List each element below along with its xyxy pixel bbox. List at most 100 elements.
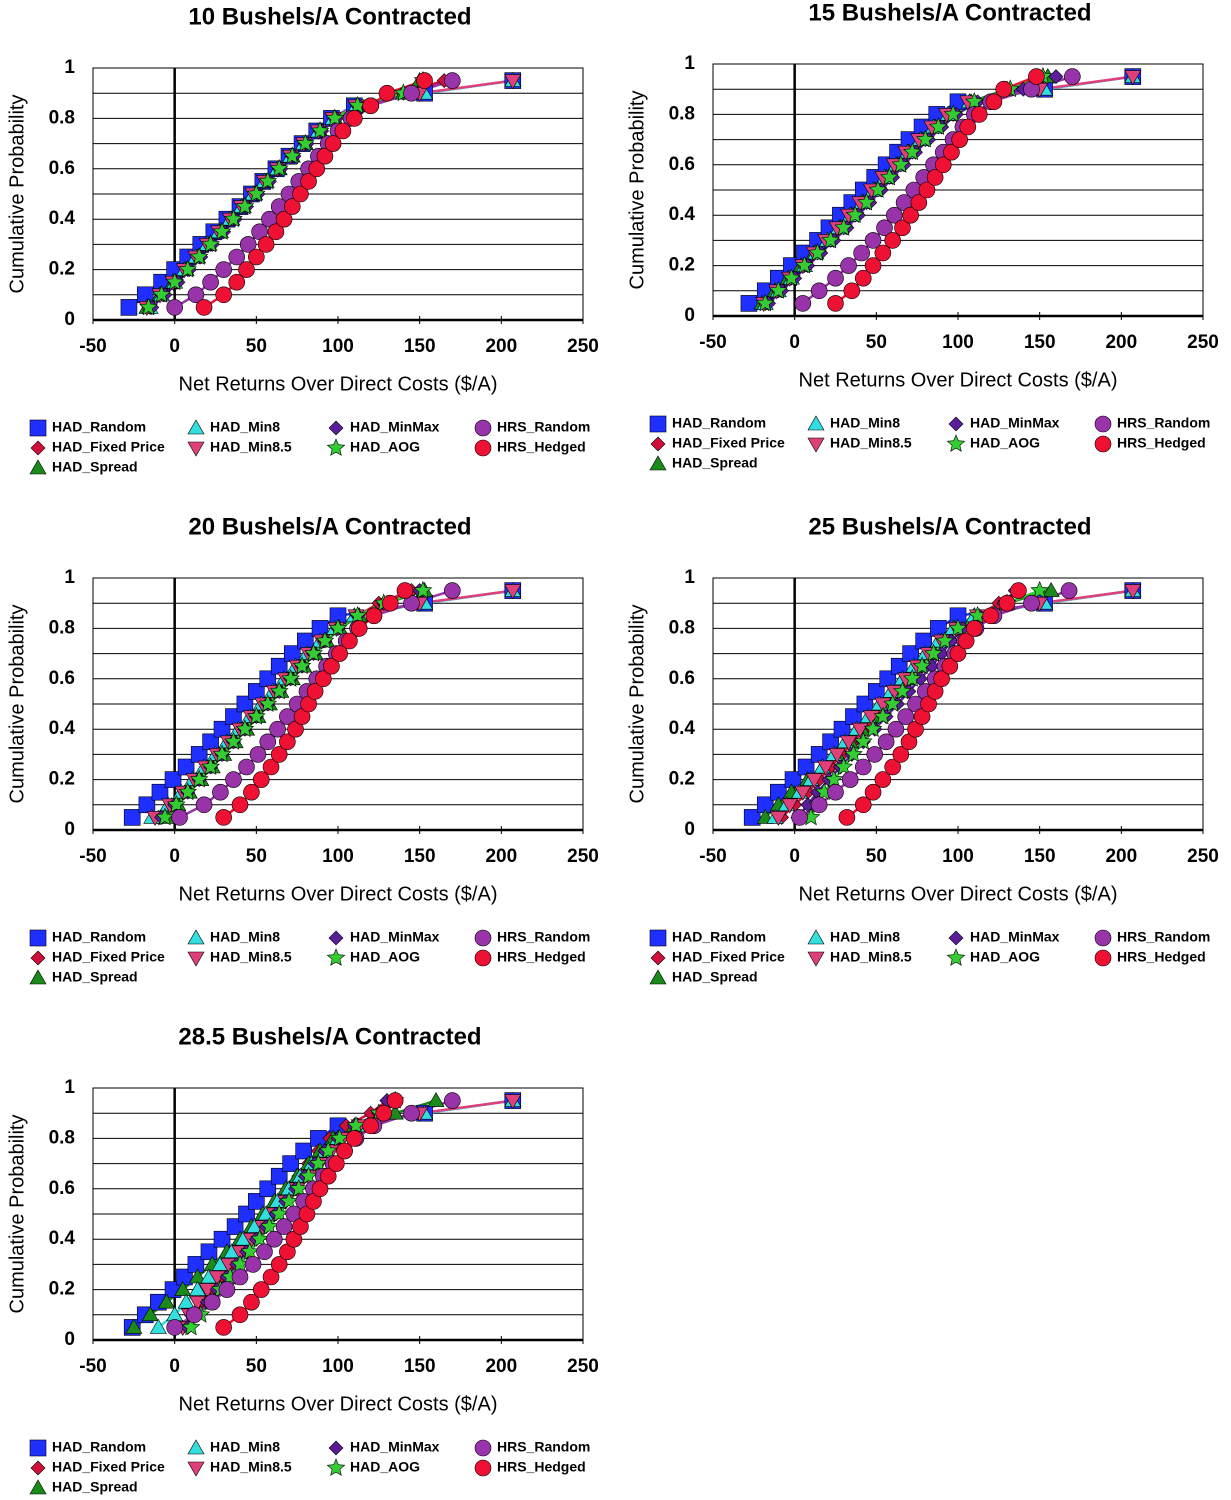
marker bbox=[943, 104, 963, 123]
marker bbox=[218, 1281, 236, 1298]
y-axis-label: Cumulative Probability bbox=[6, 1115, 28, 1314]
x-tick-label: 100 bbox=[942, 332, 974, 353]
marker bbox=[915, 632, 933, 650]
marker bbox=[504, 74, 522, 90]
marker bbox=[228, 273, 246, 291]
y-tick-label: 0.8 bbox=[49, 617, 75, 638]
x-tick-label: -50 bbox=[79, 846, 106, 867]
legend-label: HRS_Hedged bbox=[497, 949, 586, 965]
marker bbox=[275, 210, 293, 228]
marker bbox=[864, 232, 882, 249]
marker bbox=[262, 1268, 280, 1286]
marker bbox=[887, 720, 905, 738]
marker bbox=[948, 930, 964, 946]
marker bbox=[178, 259, 198, 278]
legend-label: HAD_MinMax bbox=[350, 929, 440, 945]
marker bbox=[269, 159, 289, 177]
marker bbox=[203, 1293, 221, 1311]
marker bbox=[866, 746, 883, 763]
marker bbox=[874, 771, 892, 788]
marker bbox=[224, 209, 243, 228]
x-tick-label: 50 bbox=[246, 846, 267, 867]
marker bbox=[238, 261, 255, 278]
marker bbox=[215, 1319, 232, 1336]
x-tick-label: 0 bbox=[169, 846, 180, 867]
marker bbox=[912, 656, 932, 675]
marker bbox=[769, 281, 788, 299]
chart-title: 28.5 Bushels/A Contracted bbox=[178, 1023, 481, 1050]
legend-label: HAD_Spread bbox=[52, 969, 138, 985]
marker bbox=[897, 708, 915, 725]
marker bbox=[289, 1179, 309, 1197]
marker bbox=[275, 1218, 293, 1235]
marker bbox=[215, 809, 232, 826]
marker bbox=[885, 206, 903, 224]
marker bbox=[951, 131, 968, 148]
marker bbox=[853, 244, 870, 262]
legend-label: HRS_Hedged bbox=[497, 1459, 586, 1475]
y-tick-label: 1 bbox=[684, 53, 695, 74]
marker bbox=[224, 732, 243, 750]
legend-label: HAD_Min8.5 bbox=[830, 435, 912, 451]
legend-label: HAD_Min8.5 bbox=[210, 439, 292, 455]
marker bbox=[1028, 68, 1045, 85]
marker bbox=[231, 796, 249, 814]
marker bbox=[845, 205, 865, 224]
marker bbox=[935, 631, 955, 649]
x-tick-label: 200 bbox=[1105, 846, 1137, 867]
marker bbox=[152, 285, 171, 303]
marker bbox=[362, 97, 379, 115]
marker bbox=[257, 236, 275, 253]
marker bbox=[141, 1306, 159, 1322]
marker bbox=[892, 746, 910, 763]
marker bbox=[326, 1458, 346, 1476]
marker bbox=[864, 257, 882, 274]
marker bbox=[877, 733, 895, 751]
marker bbox=[200, 1243, 218, 1261]
chart-title: 15 Bushels/A Contracted bbox=[808, 0, 1091, 26]
marker bbox=[985, 93, 1003, 111]
marker bbox=[807, 951, 825, 967]
y-tick-label: 0.6 bbox=[669, 154, 695, 175]
marker bbox=[902, 206, 919, 224]
marker bbox=[840, 735, 858, 751]
marker bbox=[1094, 949, 1112, 967]
marker bbox=[336, 1142, 353, 1160]
marker bbox=[30, 950, 46, 966]
chart-title: 25 Bushels/A Contracted bbox=[808, 513, 1091, 540]
y-tick-label: 0 bbox=[684, 819, 695, 840]
marker bbox=[474, 419, 492, 437]
marker bbox=[244, 1256, 262, 1273]
marker bbox=[316, 147, 334, 165]
marker bbox=[281, 669, 300, 687]
marker bbox=[262, 758, 280, 776]
marker bbox=[187, 1439, 205, 1455]
chart-panel: 28.5 Bushels/A Contracted 0 0.2 0.4 0.6 0.8 1 -… bbox=[6, 1023, 599, 1494]
marker bbox=[243, 1293, 260, 1311]
x-tick-label: 100 bbox=[942, 846, 974, 867]
marker bbox=[239, 236, 257, 253]
marker bbox=[155, 807, 175, 826]
marker bbox=[995, 80, 1013, 98]
y-tick-label: 0.6 bbox=[669, 668, 695, 689]
marker bbox=[807, 929, 825, 945]
chart-panel: 20 Bushels/A Contracted 0 0.2 0.4 0.6 0.8 1 -50… bbox=[6, 513, 599, 984]
marker bbox=[259, 733, 277, 751]
y-tick-label: 0 bbox=[64, 1329, 75, 1350]
y-tick-label: 0.4 bbox=[669, 204, 696, 225]
marker bbox=[902, 142, 922, 161]
legend-label: HAD_AOG bbox=[350, 949, 420, 965]
legend-label: HRS_Random bbox=[497, 419, 590, 435]
marker bbox=[306, 683, 324, 700]
x-tick-label: 150 bbox=[404, 336, 436, 357]
y-tick-label: 0.8 bbox=[49, 1127, 75, 1148]
marker bbox=[231, 1268, 249, 1286]
marker bbox=[880, 167, 899, 186]
marker bbox=[187, 286, 205, 304]
x-tick-label: 200 bbox=[485, 1356, 517, 1377]
marker bbox=[201, 757, 220, 775]
marker bbox=[966, 620, 983, 637]
legend-label: HAD_AOG bbox=[350, 1459, 420, 1475]
chart-panel: 25 Bushels/A Contracted 0 0.2 0.4 0.6 0.8 1 -50… bbox=[626, 513, 1219, 984]
marker bbox=[292, 185, 309, 203]
